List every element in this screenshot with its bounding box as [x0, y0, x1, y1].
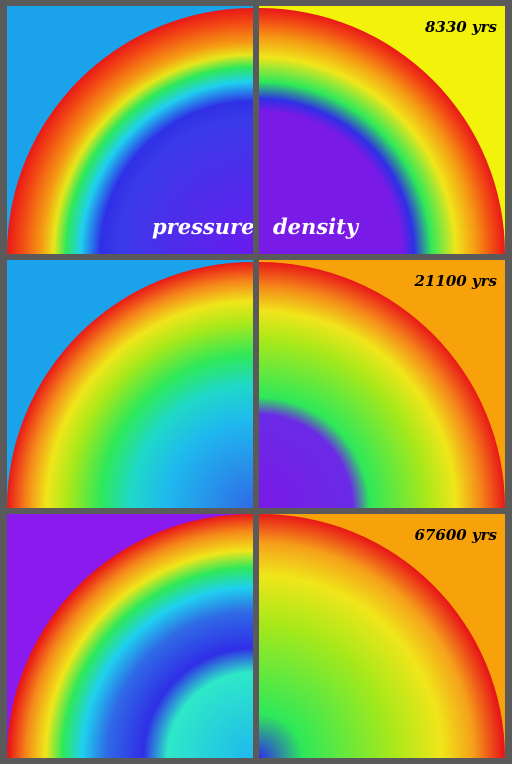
pressure-map-row2 [7, 260, 253, 508]
density-panel-row3: 67600 yrs [259, 514, 505, 758]
time-label-row1: 8330 yrs [424, 18, 497, 36]
density-map-row1 [259, 6, 505, 254]
density-label: density [273, 214, 359, 239]
pressure-label: pressure [152, 214, 253, 239]
density-map-row3 [259, 514, 505, 758]
pressure-panel-row3 [7, 514, 253, 758]
time-label-row3: 67600 yrs [414, 526, 497, 544]
pressure-map-row3 [7, 514, 253, 758]
density-panel-row2: 21100 yrs [259, 260, 505, 508]
pressure-map-row1 [7, 6, 253, 254]
pressure-panel-row1: pressure [7, 6, 253, 254]
time-label-row2: 21100 yrs [414, 272, 497, 290]
density-panel-row1: density 8330 yrs [259, 6, 505, 254]
pressure-panel-row2 [7, 260, 253, 508]
density-map-row2 [259, 260, 505, 508]
